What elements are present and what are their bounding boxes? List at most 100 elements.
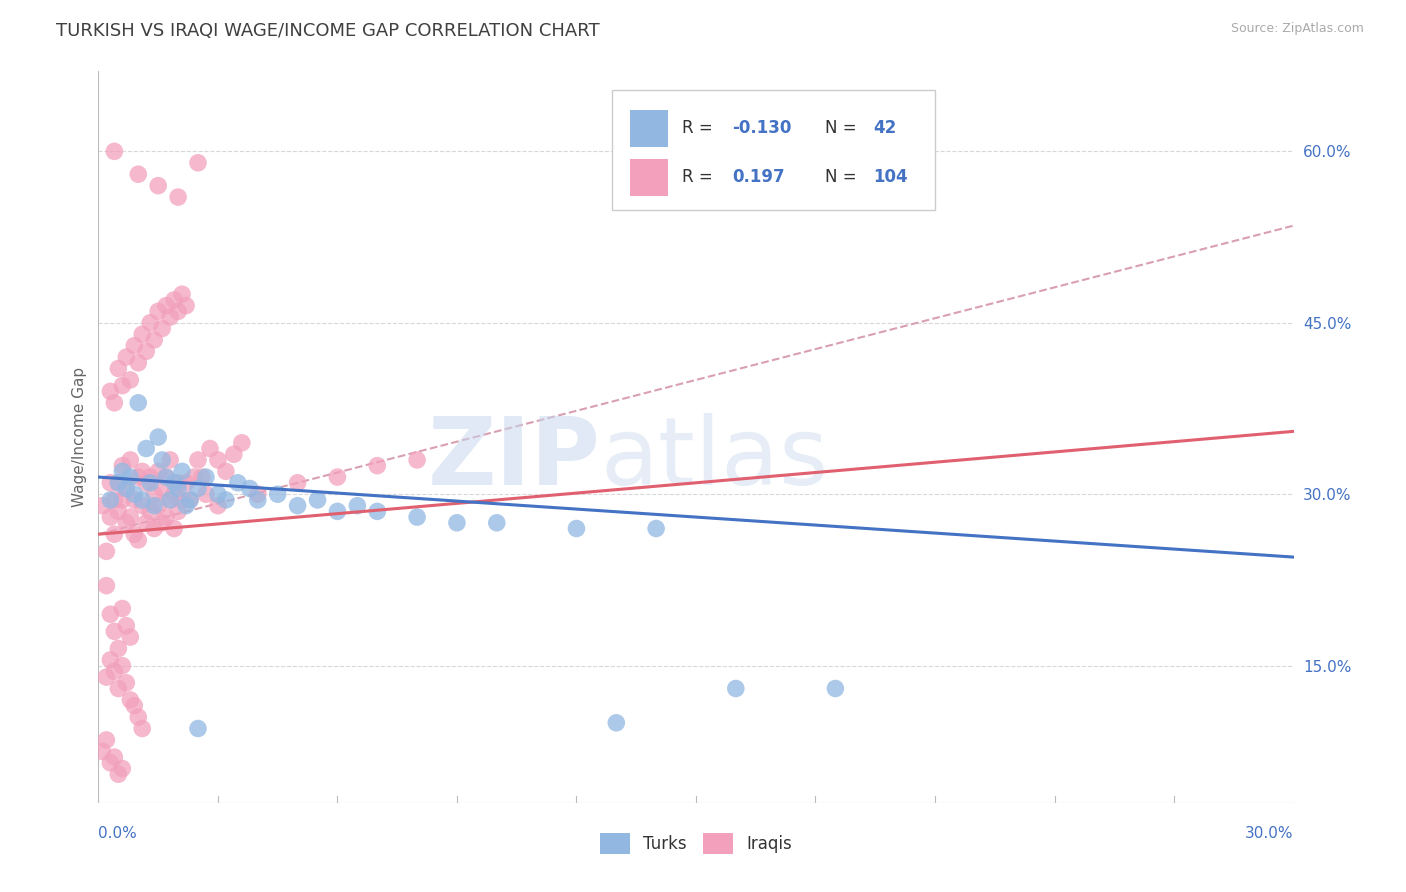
Point	[115, 482, 138, 496]
Point	[187, 156, 209, 170]
Point	[155, 299, 177, 313]
Point	[96, 733, 118, 747]
Point	[167, 304, 190, 318]
Point	[115, 350, 138, 364]
Point	[127, 167, 149, 181]
Point	[222, 447, 245, 461]
Point	[150, 482, 173, 496]
Point	[98, 475, 122, 490]
Point	[120, 373, 142, 387]
Point	[406, 453, 429, 467]
Point	[346, 499, 368, 513]
FancyBboxPatch shape	[613, 90, 935, 211]
Point	[107, 681, 129, 696]
Point	[172, 287, 194, 301]
Point	[96, 670, 118, 684]
Point	[91, 499, 114, 513]
Point	[127, 396, 149, 410]
Point	[148, 178, 170, 193]
Point	[287, 499, 309, 513]
Point	[107, 475, 129, 490]
Point	[287, 475, 309, 490]
Point	[98, 384, 122, 399]
Point	[139, 475, 162, 490]
Text: 0.197: 0.197	[733, 169, 785, 186]
Point	[267, 487, 290, 501]
Point	[198, 442, 221, 456]
Point	[179, 492, 201, 507]
Point	[143, 499, 166, 513]
Point	[724, 681, 747, 696]
Point	[226, 475, 249, 490]
Point	[115, 618, 138, 632]
Point	[139, 504, 162, 518]
Point	[159, 492, 181, 507]
Point	[143, 487, 166, 501]
Point	[148, 464, 170, 478]
Point	[111, 464, 134, 478]
Point	[127, 470, 149, 484]
Point	[187, 482, 209, 496]
FancyBboxPatch shape	[630, 110, 668, 146]
Point	[135, 475, 157, 490]
Point	[195, 487, 218, 501]
Point	[143, 333, 166, 347]
Point	[215, 464, 238, 478]
Y-axis label: Wage/Income Gap: Wage/Income Gap	[72, 367, 87, 508]
Point	[406, 510, 429, 524]
Point	[96, 544, 118, 558]
Point	[167, 504, 190, 518]
Point	[167, 475, 190, 490]
Point	[239, 482, 262, 496]
Point	[174, 475, 197, 490]
Point	[111, 658, 134, 673]
Point	[174, 299, 197, 313]
Point	[174, 499, 197, 513]
Text: 0.0%: 0.0%	[98, 826, 138, 840]
Point	[124, 339, 146, 353]
Point	[143, 521, 166, 535]
Point	[207, 487, 229, 501]
Point	[139, 470, 162, 484]
Point	[98, 756, 122, 770]
Text: ZIP: ZIP	[427, 413, 600, 505]
Point	[167, 482, 190, 496]
Text: R =: R =	[682, 120, 717, 137]
Point	[124, 492, 146, 507]
Point	[150, 516, 173, 530]
Point	[195, 470, 218, 484]
Point	[98, 653, 122, 667]
Point	[103, 527, 125, 541]
Point	[107, 767, 129, 781]
Text: N =: N =	[825, 169, 862, 186]
Point	[127, 533, 149, 547]
Text: atlas: atlas	[600, 413, 828, 505]
Point	[98, 510, 122, 524]
Point	[111, 378, 134, 392]
Point	[645, 521, 668, 535]
Point	[96, 579, 118, 593]
Point	[111, 601, 134, 615]
Point	[159, 492, 181, 507]
Point	[155, 470, 177, 484]
Point	[824, 681, 846, 696]
Point	[120, 510, 142, 524]
Point	[231, 435, 253, 450]
Point	[103, 665, 125, 679]
Point	[139, 316, 162, 330]
Point	[163, 475, 186, 490]
Point	[91, 744, 114, 758]
Point	[127, 710, 149, 724]
Text: -0.130: -0.130	[733, 120, 792, 137]
Text: TURKISH VS IRAQI WAGE/INCOME GAP CORRELATION CHART: TURKISH VS IRAQI WAGE/INCOME GAP CORRELA…	[56, 22, 600, 40]
Point	[163, 293, 186, 307]
Text: 104: 104	[873, 169, 907, 186]
Point	[366, 458, 388, 473]
Point	[124, 487, 146, 501]
Text: 42: 42	[873, 120, 896, 137]
Point	[326, 470, 349, 484]
Point	[163, 521, 186, 535]
Point	[246, 492, 269, 507]
Point	[107, 361, 129, 376]
Point	[120, 693, 142, 707]
